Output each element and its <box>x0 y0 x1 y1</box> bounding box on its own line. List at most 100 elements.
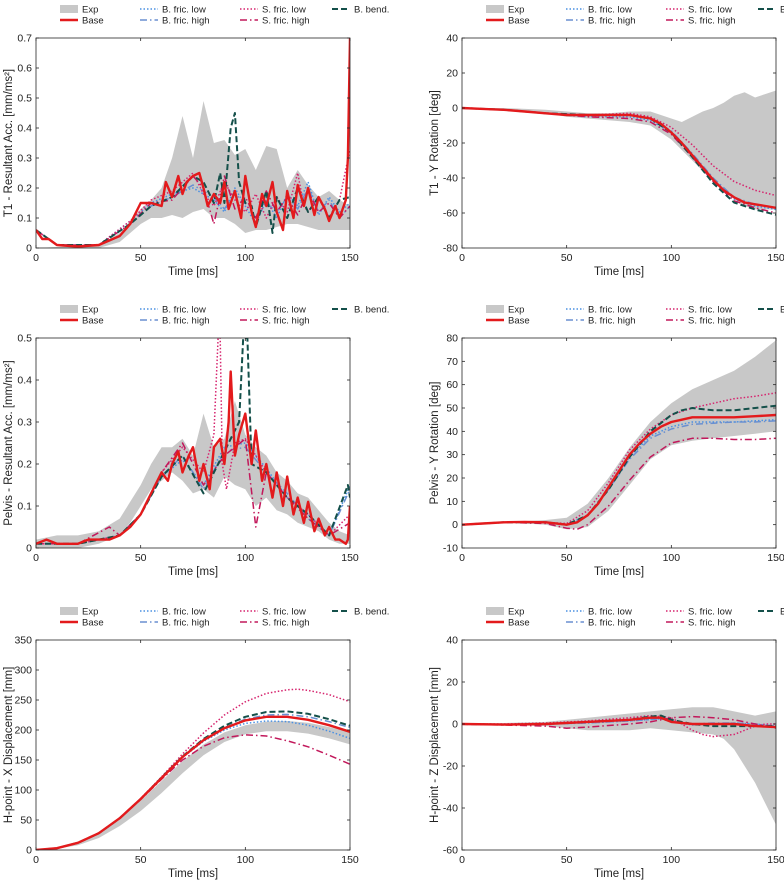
y-tick-label: 0.7 <box>17 33 32 45</box>
y-tick-label: 350 <box>14 635 32 647</box>
legend-label: Base <box>82 618 104 629</box>
legend-item-base: Base <box>486 618 530 629</box>
legend-item-b-bend: B. bend. <box>758 305 784 316</box>
legend-label: S. fric. low <box>262 607 306 618</box>
y-tick-label: 0 <box>452 519 458 531</box>
legend: Exp B. fric. low S. fric. low B. bend. Base B… <box>60 305 389 327</box>
legend-item-b-fric-low: B. fric. low <box>566 607 632 618</box>
legend-label: B. fric. high <box>588 618 636 629</box>
legend-item-base: Base <box>60 618 104 629</box>
series-line-b-fric-high <box>36 713 350 850</box>
series-line-b-bend <box>36 112 350 246</box>
series-line-base <box>36 370 350 545</box>
legend-label: B. fric. low <box>162 607 206 618</box>
legend-item-b-fric-high: B. fric. high <box>140 316 210 327</box>
x-tick-label: 100 <box>663 854 681 866</box>
y-tick-label: -20 <box>443 138 458 150</box>
y-tick-label: 0.4 <box>17 375 32 387</box>
axes-frame <box>35 639 351 851</box>
y-tick-label: 0.4 <box>17 123 32 135</box>
legend-label: Exp <box>82 305 98 316</box>
legend-label: B. bend. <box>780 305 784 316</box>
y-tick-label: 0 <box>452 719 458 731</box>
series-line-s-fric-high <box>36 175 350 246</box>
legend-item-b-bend: B. bend. <box>332 305 389 316</box>
legend-item-base: Base <box>486 16 530 27</box>
y-tick-label: 40 <box>446 426 458 438</box>
legend-label: S. fric. high <box>688 316 736 327</box>
legend-item-b-fric-low: B. fric. low <box>140 305 206 316</box>
legend-item-b-fric-low: B. fric. low <box>140 5 206 16</box>
y-axis-label: T1 - Y Rotation [deg] <box>429 90 441 196</box>
legend-label: B. bend. <box>780 607 784 618</box>
x-tick-label: 150 <box>767 252 784 264</box>
x-tick-label: 0 <box>459 252 465 264</box>
x-tick-label: 150 <box>341 252 359 264</box>
x-axis-label: Time [ms] <box>168 266 218 278</box>
legend-item-b-fric-high: B. fric. high <box>566 618 636 629</box>
legend-item-b-fric-high: B. fric. high <box>566 16 636 27</box>
y-tick-label: 20 <box>446 677 458 689</box>
legend-label: S. fric. low <box>688 5 732 16</box>
legend-item-s-fric-low: S. fric. low <box>666 5 732 16</box>
legend-label: Exp <box>508 607 524 618</box>
legend-item-base: Base <box>60 316 104 327</box>
x-tick-label: 100 <box>237 854 255 866</box>
legend-label: Base <box>508 316 530 327</box>
legend-item-b-fric-high: B. fric. high <box>140 16 210 27</box>
y-tick-label: 20 <box>446 68 458 80</box>
y-axis-label: H-point - X Displacement [mm] <box>3 667 15 824</box>
legend-label: B. fric. high <box>588 16 636 27</box>
legend-item-exp: Exp <box>60 5 98 16</box>
y-tick-label: 0.1 <box>17 213 32 225</box>
legend-label: B. fric. high <box>162 618 210 629</box>
x-tick-label: 100 <box>237 252 255 264</box>
legend-item-s-fric-low: S. fric. low <box>240 305 306 316</box>
legend-label: Exp <box>508 5 524 16</box>
series-line-base <box>462 106 776 209</box>
series-line-base <box>36 715 350 850</box>
legend-item-b-fric-low: B. fric. low <box>566 305 632 316</box>
legend-label: S. fric. low <box>688 607 732 618</box>
legend-item-base: Base <box>486 316 530 327</box>
legend-label: Exp <box>508 305 524 316</box>
legend-label: S. fric. low <box>688 305 732 316</box>
x-tick-label: 50 <box>135 552 147 564</box>
y-tick-label: 0 <box>26 243 32 255</box>
series-line-s-fric-low <box>36 688 350 850</box>
legend-label: B. bend. <box>354 607 389 618</box>
chart-panel-3: 0 50 100 150 0 0.1 0.2 0.3 0.4 0.5 Time [ms] Pelvis… <box>3 305 389 579</box>
y-tick-label: 250 <box>14 695 32 707</box>
legend-item-s-fric-low: S. fric. low <box>666 607 732 618</box>
axes-frame <box>461 639 777 851</box>
legend-item-exp: Exp <box>60 305 98 316</box>
x-tick-label: 50 <box>561 252 573 264</box>
y-tick-label: 0 <box>26 543 32 555</box>
x-tick-label: 0 <box>459 854 465 866</box>
legend-swatch <box>60 5 78 13</box>
chart-panel-5: 0 50 100 150 0 50 100 150 200 250 300 350 Time [ms] H… <box>3 607 389 881</box>
legend-label: B. bend. <box>354 305 389 316</box>
legend-item-b-bend: B. bend. <box>332 5 389 16</box>
exp-band <box>462 340 776 530</box>
legend-item-b-fric-low: B. fric. low <box>566 5 632 16</box>
y-tick-label: 0.3 <box>17 153 32 165</box>
y-tick-label: 0.5 <box>17 333 32 345</box>
legend-item-s-fric-low: S. fric. low <box>240 5 306 16</box>
legend-item-exp: Exp <box>486 305 524 316</box>
y-tick-label: -10 <box>443 543 458 555</box>
y-tick-label: 0.5 <box>17 93 32 105</box>
legend-item-s-fric-high: S. fric. high <box>666 316 736 327</box>
legend-label: S. fric. high <box>688 16 736 27</box>
legend-label: B. fric. high <box>162 16 210 27</box>
y-tick-label: 0.2 <box>17 459 32 471</box>
x-tick-label: 100 <box>663 552 681 564</box>
axes-frame <box>35 37 351 249</box>
x-axis-label: Time [ms] <box>594 266 644 278</box>
x-tick-label: 50 <box>561 854 573 866</box>
legend-label: S. fric. high <box>688 618 736 629</box>
legend-item-b-bend: B. bend. <box>758 607 784 618</box>
y-tick-label: 0.2 <box>17 183 32 195</box>
legend-item-b-fric-low: B. fric. low <box>140 607 206 618</box>
